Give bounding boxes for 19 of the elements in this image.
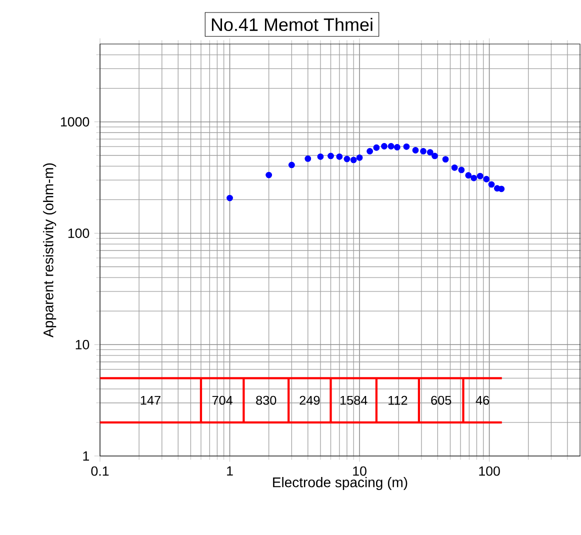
chart-title: No.41 Memot Thmei [212,18,372,32]
y-tick-label: 100 [68,228,90,238]
annotation: 249 [300,396,320,405]
annotation: 147 [140,396,160,405]
annotation: 112 [388,396,408,405]
y-tick-label: 10 [76,340,90,350]
x-tick-label: 100 [479,466,500,476]
annotation: 605 [431,396,452,405]
y-tick-label: 1000 [61,117,90,127]
annotation: 46 [476,396,490,405]
x-tick-label: 1 [227,466,233,476]
annotation: 704 [212,396,233,405]
x-tick-label: 0.1 [91,466,109,476]
x-axis-title: Electrode spacing (m) [273,477,408,490]
x-tick-label: 10 [353,466,366,476]
annotation: 830 [256,396,276,405]
annotation: 1584 [340,396,368,405]
y-axis-title: Apparent resistivity (ohm-m) [43,163,56,338]
y-tick-label: 1 [83,451,90,461]
